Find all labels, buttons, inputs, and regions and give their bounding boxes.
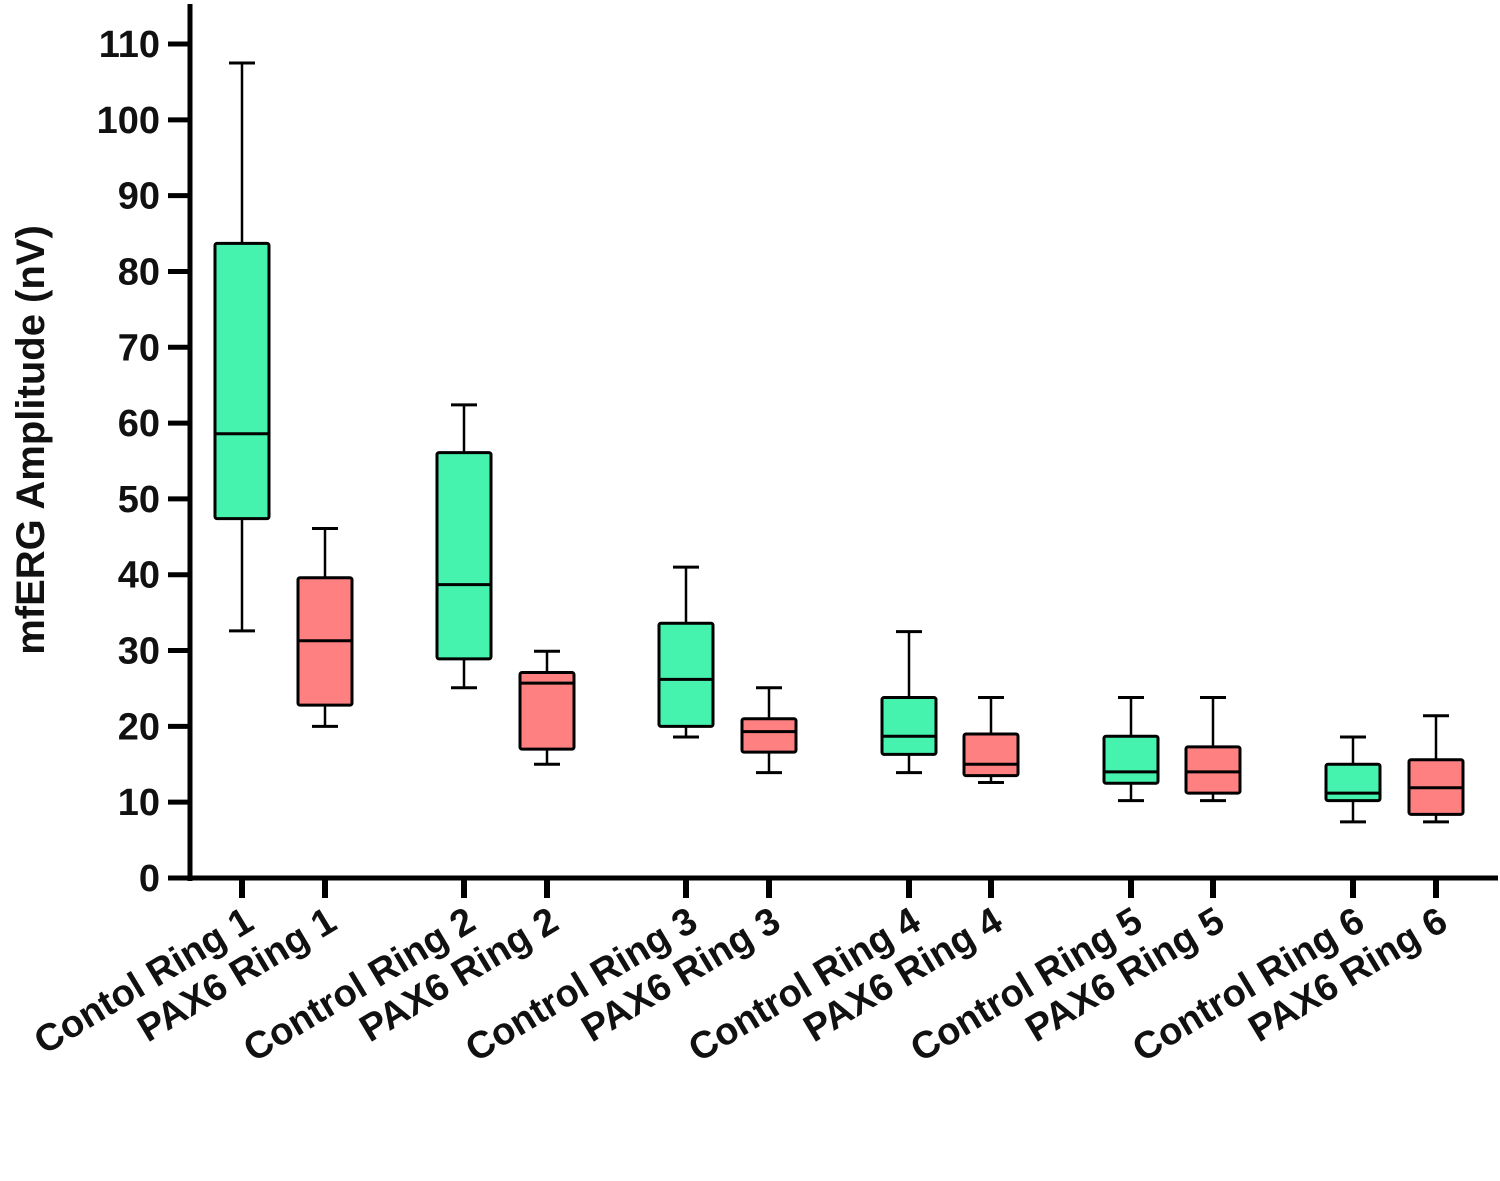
iqr-box — [1102, 734, 1160, 785]
iqr-box — [213, 241, 271, 521]
box-control-ring-4 — [880, 630, 938, 775]
iqr-box — [1184, 745, 1242, 795]
y-tick-label: 0 — [139, 858, 160, 900]
box-pax6-ring-4 — [962, 696, 1020, 784]
y-tick-label: 50 — [118, 479, 160, 521]
iqr-box — [435, 451, 493, 661]
iqr-box — [657, 621, 715, 728]
y-tick-label: 20 — [118, 706, 160, 748]
box-control-ring-5 — [1102, 696, 1160, 803]
iqr-box — [962, 732, 1020, 778]
box-pax6-ring-2 — [518, 649, 576, 766]
iqr-box — [740, 717, 798, 754]
y-axis-label: mfERG Amplitude (nV) — [9, 225, 53, 655]
box-control-ring-6 — [1324, 735, 1382, 824]
box-pax6-ring-6 — [1407, 714, 1465, 824]
y-tick-label: 60 — [118, 403, 160, 445]
iqr-box — [518, 671, 576, 751]
y-tick-label: 30 — [118, 631, 160, 673]
iqr-box — [1324, 762, 1382, 803]
y-tick-label: 90 — [118, 176, 160, 218]
y-tick-label: 110 — [99, 24, 160, 66]
box-control-ring-2 — [435, 403, 493, 690]
y-tick-label: 70 — [118, 327, 160, 369]
box-pax6-ring-1 — [296, 526, 354, 728]
y-tick-label: 10 — [118, 782, 160, 824]
y-tick-label: 100 — [97, 100, 160, 142]
y-tick-label: 40 — [118, 555, 160, 597]
box-contol-ring-1 — [213, 61, 271, 633]
box-pax6-ring-5 — [1184, 696, 1242, 803]
boxes — [213, 61, 1465, 824]
y-axis: 0 10 20 30 40 50 60 70 80 90 100 110 — [97, 4, 193, 900]
iqr-box — [880, 696, 938, 756]
box-pax6-ring-3 — [740, 686, 798, 775]
box-control-ring-3 — [657, 565, 715, 739]
y-tick-label: 80 — [118, 251, 160, 293]
